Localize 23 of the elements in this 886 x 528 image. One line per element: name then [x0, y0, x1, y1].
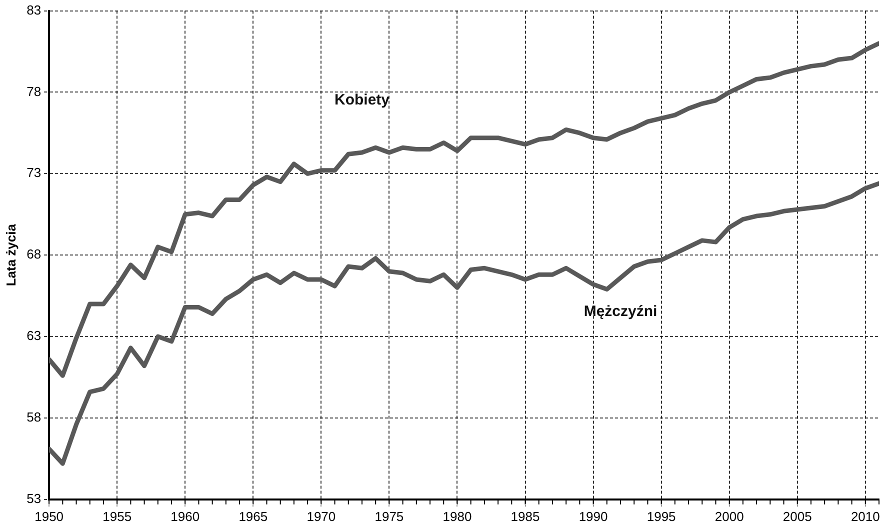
x-tick-label: 1965	[238, 508, 268, 524]
x-tick-label: 1995	[646, 508, 676, 524]
y-tick-label: 68	[26, 246, 42, 262]
y-axis-title: Lata życia	[3, 223, 18, 286]
y-tick-label: 73	[26, 165, 42, 180]
y-tick-label: 53	[26, 490, 42, 506]
x-tick-label: 1985	[510, 508, 540, 524]
x-tick-label: 2005	[782, 508, 812, 524]
x-tick-label: 1955	[102, 508, 132, 524]
y-tick-label: 63	[26, 328, 42, 344]
x-tick-label: 1960	[170, 508, 200, 524]
x-tick-label: 1990	[578, 508, 608, 524]
x-tick-label: 2000	[714, 508, 744, 524]
y-tick-label: 83	[26, 2, 42, 18]
text: Kobiety	[334, 92, 390, 109]
x-tick-label: 1970	[306, 508, 336, 524]
x-tick-label: 1950	[34, 508, 64, 524]
y-tick-label: 58	[26, 410, 42, 425]
x-tick-label: 1975	[374, 508, 404, 524]
series-label: Mężczyźni	[584, 303, 658, 320]
x-tick-label: 2010	[850, 508, 880, 524]
x-tick-label: 1980	[442, 508, 472, 524]
y-tick-label: 78	[26, 84, 42, 99]
